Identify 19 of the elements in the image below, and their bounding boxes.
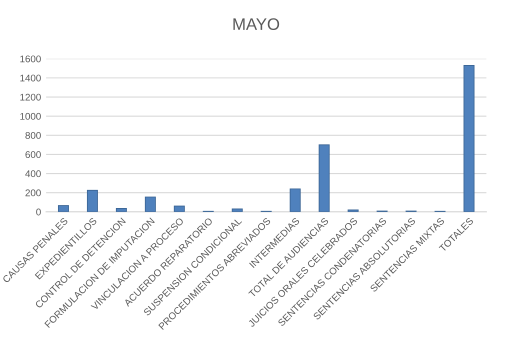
y-tick-label: 200 (25, 189, 41, 196)
y-tick-label: 0 (36, 208, 41, 216)
y-tick-label: 1600 (20, 55, 41, 62)
bar (318, 144, 330, 212)
bar (174, 206, 185, 212)
bar (58, 205, 69, 212)
y-tick-label: 400 (25, 170, 41, 178)
y-tick-label: 1400 (20, 74, 41, 82)
bar (86, 190, 98, 212)
chart-title: MAYO (233, 18, 280, 30)
y-tick-label: 1200 (20, 94, 41, 101)
bar (116, 208, 127, 212)
bar (232, 208, 243, 212)
bar (290, 188, 301, 212)
bar (464, 65, 475, 212)
y-tick-label: 800 (25, 132, 41, 139)
y-tick-label: 600 (25, 151, 41, 158)
y-tick-label: 1000 (20, 112, 41, 120)
bar (144, 196, 156, 212)
